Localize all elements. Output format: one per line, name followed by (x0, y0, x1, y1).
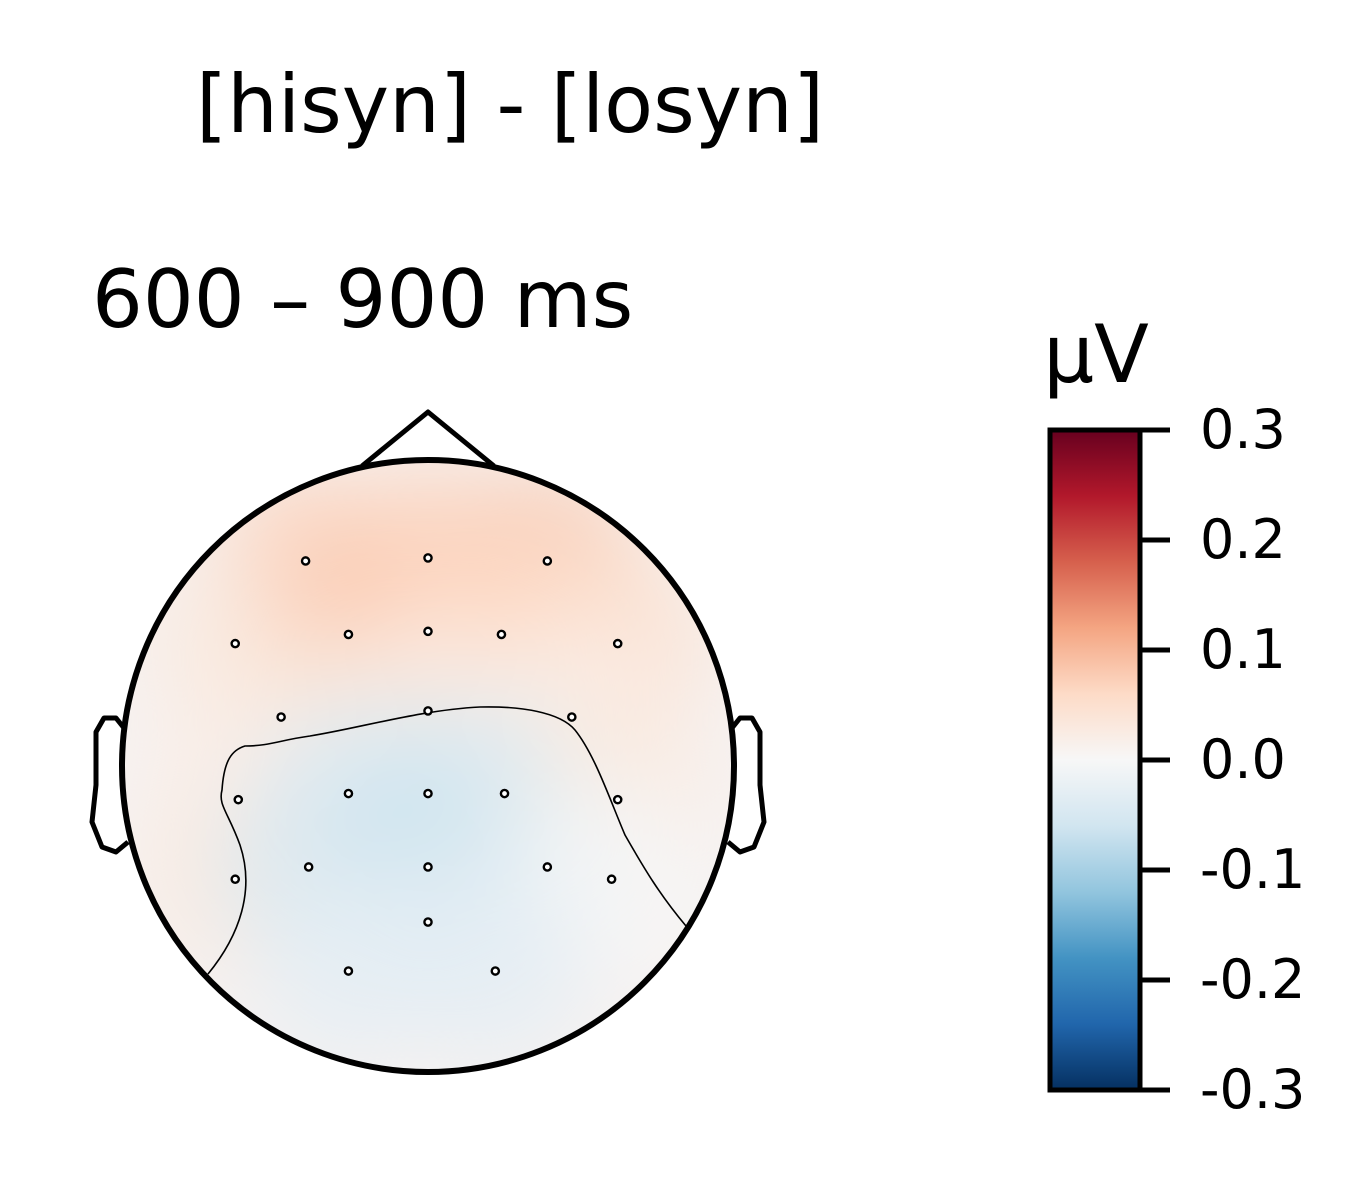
sensor-4 (343, 629, 354, 640)
potential-field (122, 460, 734, 1072)
sensor-18 (423, 862, 433, 872)
chart-title: [hisyn] - [losyn] (196, 58, 824, 151)
chart-subtitle: 600 – 900 ms (92, 253, 633, 346)
sensor-1 (423, 553, 433, 563)
sensor-14 (499, 788, 510, 799)
sensor-5 (423, 626, 433, 637)
sensor-17 (303, 862, 314, 872)
sensor-6 (496, 629, 507, 640)
sensor-16 (230, 874, 241, 885)
sensor-3 (230, 638, 241, 649)
colorbar-tick-label-5: -0.2 (1200, 948, 1305, 1011)
colorbar-tick-label-3: 0.0 (1200, 728, 1286, 791)
sensor-8 (276, 712, 286, 722)
head-outline (119, 457, 737, 1075)
colorbar-tick-label-6: -0.3 (1200, 1058, 1305, 1121)
zero-contour (207, 706, 687, 975)
nose (360, 409, 496, 468)
right-ear (726, 715, 767, 855)
sensor-9 (423, 706, 433, 716)
sensor-13 (423, 788, 433, 799)
colorbar-label: µV (1043, 308, 1149, 401)
sensor-12 (343, 788, 354, 799)
colorbar-gradient (1050, 430, 1140, 1090)
sensor-11 (233, 794, 244, 805)
sensor-0 (300, 556, 311, 566)
colorbar-tick-label-4: -0.1 (1200, 838, 1305, 901)
sensor-layer (230, 553, 623, 976)
topomap (89, 409, 767, 1075)
sensor-15 (612, 794, 623, 805)
sensor-7 (612, 638, 623, 649)
sensor-10 (567, 712, 577, 722)
colorbar-ticks: 0.3 0.2 0.1 0.0 -0.1 -0.2 -0.3 (1140, 398, 1305, 1121)
left-ear (89, 715, 130, 855)
colorbar-tick-label-0: 0.3 (1200, 398, 1286, 461)
colorbar-tick-label-2: 0.1 (1200, 618, 1286, 681)
sensor-21 (423, 917, 433, 927)
sensor-20 (606, 874, 617, 885)
sensor-19 (542, 862, 553, 872)
colorbar: µV 0.3 0.2 0.1 0.0 -0.1 -0.2 -0.3 (1043, 308, 1305, 1121)
sensor-2 (542, 556, 553, 566)
colorbar-tick-label-1: 0.2 (1200, 508, 1286, 571)
sensor-22 (343, 966, 354, 976)
sensor-23 (490, 966, 501, 976)
